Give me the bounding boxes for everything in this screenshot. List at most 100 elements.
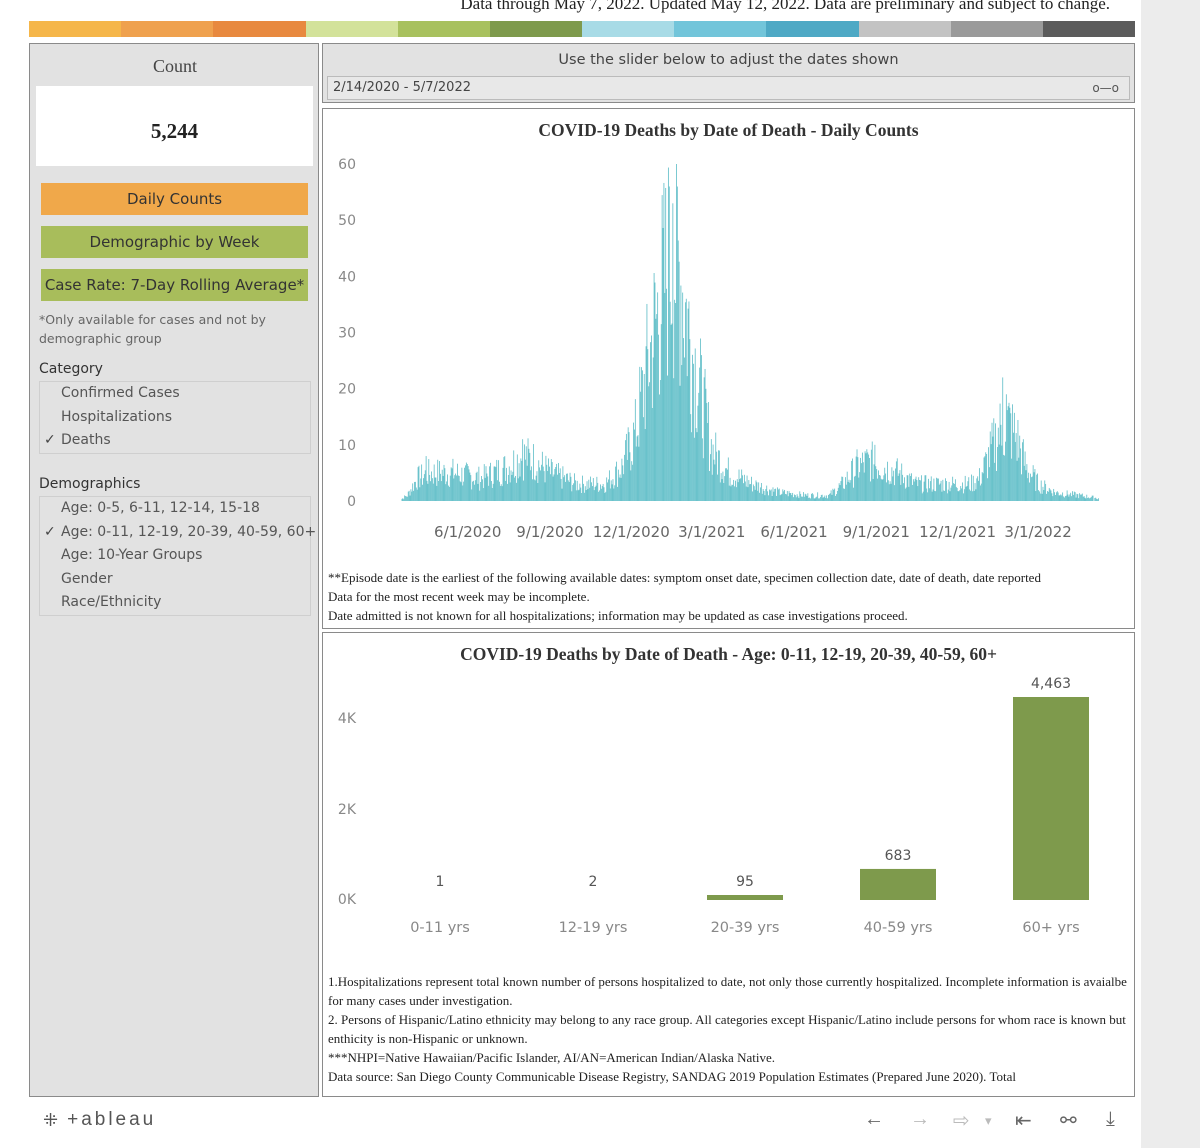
daily-bar[interactable] [921,493,923,501]
daily-bar[interactable] [972,475,974,501]
daily-bar[interactable] [676,164,677,501]
daily-bar[interactable] [420,478,422,501]
daily-bar[interactable] [458,475,460,501]
daily-bar[interactable] [939,483,941,501]
daily-bar[interactable] [795,497,797,501]
daily-bar[interactable] [1081,494,1082,501]
daily-bar[interactable] [407,491,409,501]
daily-bar[interactable] [772,487,774,501]
daily-bar[interactable] [1055,494,1056,501]
daily-bar[interactable] [636,436,638,501]
daily-bar[interactable] [490,462,491,501]
daily-bar[interactable] [687,308,689,501]
daily-bar[interactable] [662,227,664,501]
daily-bar[interactable] [950,487,952,501]
daily-bar[interactable] [558,462,559,501]
daily-bar[interactable] [468,469,470,501]
daily-bar[interactable] [431,471,432,501]
daily-bar[interactable] [958,491,960,501]
daily-bar[interactable] [484,477,486,501]
daily-bar[interactable] [411,491,413,501]
daily-bar[interactable] [937,478,939,501]
daily-bar[interactable] [915,476,917,501]
daily-bar[interactable] [736,479,738,501]
daily-bar[interactable] [1092,495,1094,501]
daily-bar[interactable] [739,479,741,501]
daily-bar[interactable] [441,469,443,501]
daily-bar[interactable] [934,490,936,501]
category-option[interactable]: Hospitalizations [40,406,310,430]
daily-bar[interactable] [1052,496,1054,501]
daily-bar[interactable] [584,486,586,501]
daily-bar[interactable] [730,486,732,501]
daily-bar[interactable] [437,459,439,501]
daily-bar[interactable] [1004,455,1005,501]
daily-bar[interactable] [1088,497,1089,501]
daily-bar[interactable] [836,494,837,501]
daily-bar[interactable] [542,466,544,501]
daily-bar[interactable] [923,481,925,501]
daily-bar[interactable] [665,187,667,501]
daily-bar[interactable] [565,481,566,501]
daily-bar[interactable] [754,489,756,501]
daily-bar[interactable] [945,478,946,501]
daily-bar[interactable] [979,468,980,501]
daily-bar[interactable] [523,480,524,501]
daily-bar[interactable] [654,282,656,501]
daily-bar[interactable] [1021,474,1022,501]
daily-bar[interactable] [424,470,426,501]
daily-bar[interactable] [755,480,757,501]
daily-bar[interactable] [446,481,448,501]
daily-bar[interactable] [902,474,904,501]
daily-bar[interactable] [474,480,476,501]
daily-bar[interactable] [462,485,464,501]
daily-bar[interactable] [681,365,683,501]
daily-bar[interactable] [1000,424,1002,501]
daily-bar[interactable] [752,484,754,501]
daily-bar[interactable] [493,466,495,501]
daily-bar[interactable] [546,464,548,501]
daily-bar[interactable] [817,492,819,501]
daily-bar[interactable] [793,497,794,501]
daily-bar[interactable] [718,450,720,501]
daily-bar[interactable] [761,493,763,501]
daily-bar[interactable] [743,483,744,501]
daily-bar[interactable] [710,454,711,501]
daily-bar[interactable] [470,475,472,501]
daily-bar[interactable] [670,324,672,501]
download-icon[interactable]: ⤓ [1106,1108,1115,1130]
daily-bar[interactable] [617,469,619,501]
daily-bar[interactable] [867,452,869,501]
daily-bar[interactable] [594,487,596,501]
daily-bar[interactable] [671,323,673,501]
daily-bar[interactable] [453,478,455,501]
daily-bar[interactable] [822,497,824,501]
daily-bar[interactable] [924,475,926,501]
daily-bar[interactable] [661,195,663,501]
daily-bar[interactable] [601,485,603,501]
daily-bar[interactable] [946,493,948,501]
daily-bar[interactable] [604,492,606,501]
daily-bar[interactable] [825,497,827,501]
reset-icon[interactable]: ⇤ [1015,1110,1032,1132]
daily-bar[interactable] [608,479,609,501]
daily-bar[interactable] [794,495,796,501]
daily-bar[interactable] [895,468,896,501]
daily-bar[interactable] [449,475,451,501]
daily-bar[interactable] [1075,497,1077,501]
daily-bar[interactable] [973,490,975,501]
daily-bar[interactable] [638,446,640,501]
daily-bar[interactable] [548,458,549,501]
daily-bar[interactable] [969,489,971,501]
daily-bar[interactable] [649,382,651,501]
daily-bar[interactable] [511,474,513,501]
daily-bar[interactable] [983,457,985,501]
daily-bar[interactable] [409,495,411,501]
daily-bar[interactable] [489,466,490,501]
daily-bar[interactable] [1038,490,1039,501]
daily-bar[interactable] [403,499,405,501]
daily-bar[interactable] [588,479,590,501]
daily-bar[interactable] [1049,489,1051,501]
daily-bar[interactable] [433,464,435,501]
daily-bar[interactable] [682,292,684,501]
